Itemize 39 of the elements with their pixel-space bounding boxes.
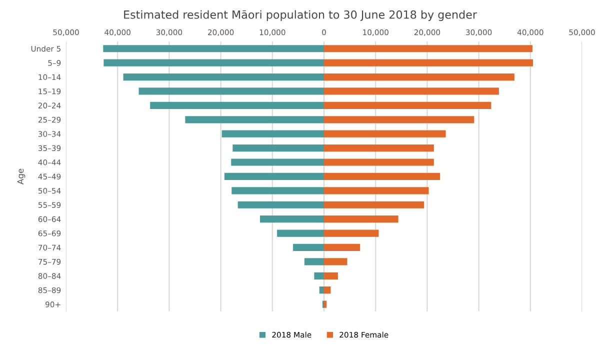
bar xyxy=(324,244,360,252)
bar xyxy=(324,45,532,52)
bar xyxy=(260,216,324,223)
bar xyxy=(319,286,324,294)
bar xyxy=(123,73,324,81)
bar xyxy=(324,187,429,194)
y-axis-title: Age xyxy=(17,168,26,184)
bar xyxy=(324,144,434,152)
bar xyxy=(324,216,398,223)
bar xyxy=(324,116,474,124)
bar xyxy=(324,102,492,109)
bar xyxy=(324,73,514,81)
bar xyxy=(103,45,324,52)
bar xyxy=(324,130,446,138)
bar xyxy=(232,144,324,152)
bar xyxy=(324,230,379,237)
bar xyxy=(238,201,324,208)
bar xyxy=(324,258,348,266)
bar xyxy=(314,272,324,280)
bar xyxy=(324,172,440,180)
bar xyxy=(231,158,324,166)
bar xyxy=(324,300,327,308)
bar xyxy=(293,244,324,252)
bar xyxy=(324,158,434,166)
bar xyxy=(104,59,324,66)
bar xyxy=(324,201,424,208)
bar xyxy=(232,187,324,194)
bar xyxy=(224,172,324,180)
bar xyxy=(185,116,324,124)
bar xyxy=(138,88,324,95)
bar xyxy=(304,258,324,266)
bar xyxy=(324,286,331,294)
bar xyxy=(324,59,533,66)
bar xyxy=(324,88,499,95)
chart-title: Estimated resident Māori population to 30 June 2018 by gender xyxy=(124,10,477,21)
bar xyxy=(324,272,338,280)
bar xyxy=(150,102,324,109)
bar xyxy=(222,130,324,138)
bar xyxy=(277,230,324,237)
